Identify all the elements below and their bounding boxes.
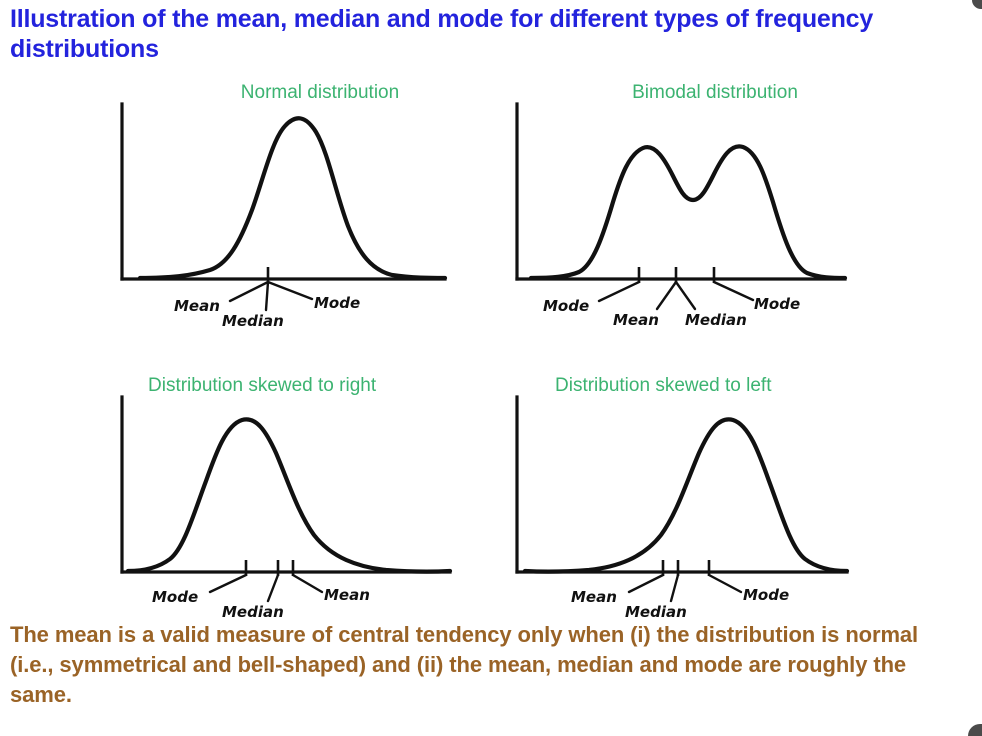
curve-skew-left [522,417,850,574]
leader-mode [266,280,314,301]
curve-bimodal [528,144,848,281]
label-mode-right: Mode [754,295,800,313]
leader-mode-left [597,280,641,303]
label-median: Median [222,312,284,330]
label-mode: Mode [152,588,198,606]
page-corner-bottom-right [968,724,982,736]
chart-normal-distribution: Mean Median Mode [120,102,448,330]
panel-normal-distribution: Normal distribution Mean Median Mode [100,82,540,347]
panel-skewed-left: Distribution skewed to left Mean Median … [495,375,935,640]
label-mode: Mode [743,586,789,604]
chart-skewed-right: Mode Median Mean [120,395,453,621]
chart-skewed-left: Mean Median Mode [515,395,850,621]
panel-bimodal-distribution: Bimodal distribution Mode Mean Median [495,82,935,347]
caption-text: The mean is a valid measure of central t… [10,622,919,707]
label-mode-left: Mode [543,297,589,315]
label-mean: Mean [174,297,220,315]
label-median: Median [625,603,687,621]
leader-mode [707,573,743,594]
chart-bimodal-distribution: Mode Mean Median Mode [515,102,848,329]
leader-mode [208,573,248,594]
label-mean: Mean [324,586,370,604]
leader-mean [655,280,678,311]
curve-normal [137,116,448,281]
panel-title-normal: Normal distribution [240,82,400,103]
label-median: Median [685,311,747,329]
panel-title-skewed-left: Distribution skewed to left [555,375,772,396]
label-mode: Mode [314,294,360,312]
panel-skewed-right: Distribution skewed to right Mode Median… [100,375,540,640]
leader-mean [228,280,270,303]
figure-grid: Normal distribution Mean Median Mode [0,82,982,621]
leader-median [264,280,270,312]
panel-title-skewed-right: Distribution skewed to right [148,375,377,396]
leader-median [266,573,280,603]
leader-mode-right [712,280,755,302]
label-mean: Mean [571,588,617,606]
leader-mean [291,573,324,594]
page-title: Illustration of the mean, median and mod… [10,5,874,63]
page-corner-top-right [972,0,982,9]
panel-title-bimodal: Bimodal distribution [632,82,798,103]
label-mean: Mean [613,311,659,329]
leader-median [669,573,680,603]
label-median: Median [222,603,284,621]
curve-skew-right [125,417,453,574]
leader-median [674,280,697,311]
leader-mean [627,573,665,594]
